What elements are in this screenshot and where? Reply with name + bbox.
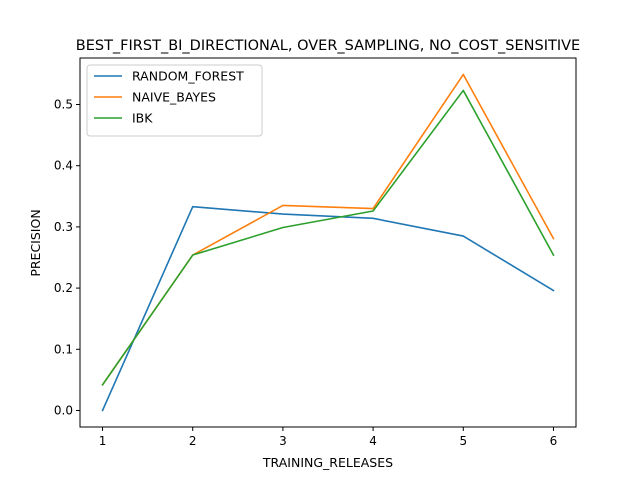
y-tick-label: 0.2 [54,281,73,295]
x-tick-label: 4 [369,434,377,448]
x-tick-label: 1 [99,434,107,448]
legend-label: IBK [132,111,153,126]
y-axis-label: PRECISION [28,209,43,276]
y-tick-label: 0.5 [54,98,73,112]
axis-ticks: 1 2 3 4 5 6 0.0 0.1 0.2 0.3 0.4 0.5 [54,98,557,448]
series-line-ibk [101,89,555,386]
x-tick-label: 2 [189,434,197,448]
x-tick-label: 5 [459,434,467,448]
x-axis-label: TRAINING_RELEASES [262,455,393,470]
y-tick-label: 0.0 [54,403,73,417]
y-tick-label: 0.1 [54,342,73,356]
legend-label: RANDOM_FOREST [132,69,244,84]
legend-box [86,64,263,137]
legend-label: NAIVE_BAYES [132,90,216,105]
plot-frame [79,57,577,428]
plot-area [101,73,555,412]
y-tick-label: 0.4 [54,159,73,173]
x-tick-label: 3 [279,434,287,448]
x-tick-label: 6 [550,434,558,448]
y-tick-label: 0.3 [54,220,73,234]
legend: RANDOM_FOREST NAIVE_BAYES IBK [86,64,263,137]
chart-title: BEST_FIRST_BI_DIRECTIONAL, OVER_SAMPLING… [76,38,580,54]
series-line-random-forest [101,205,555,412]
